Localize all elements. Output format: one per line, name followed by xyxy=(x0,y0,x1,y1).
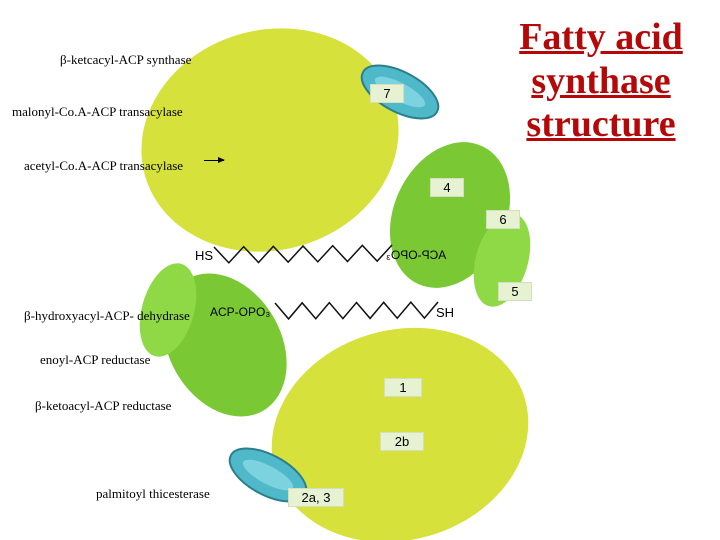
enzyme-label: malonyl-Co.A-ACP transacylase xyxy=(12,104,183,120)
diagram-canvas xyxy=(0,0,720,540)
enzyme-label: enoyl-ACP reductase xyxy=(40,352,150,368)
chain-label: SH xyxy=(436,305,454,320)
chain-label: ACP-OPO₃ xyxy=(386,248,446,262)
domain-number: 5 xyxy=(498,282,532,301)
enzyme-label: β-ketcacyl-ACP synthase xyxy=(60,52,191,68)
chain-label: HS xyxy=(195,248,213,263)
domain-number: 2b xyxy=(380,432,424,451)
enzyme-label: acetyl-Co.A-ACP transacylase xyxy=(24,158,183,174)
chain-label: ACP-OPO₃ xyxy=(210,305,270,319)
domain-big-top-left xyxy=(115,0,426,282)
enzyme-label: palmitoyl thicesterase xyxy=(96,486,210,502)
domain-number: 4 xyxy=(430,178,464,197)
domain-number: 2a, 3 xyxy=(288,488,344,507)
domain-number: 6 xyxy=(486,210,520,229)
acyl-chain xyxy=(275,302,438,319)
domain-number: 1 xyxy=(384,378,422,397)
domain-number: 7 xyxy=(370,84,404,103)
enzyme-label: β-ketoacyl-ACP reductase xyxy=(35,398,171,414)
pointer-arrow xyxy=(204,160,224,161)
enzyme-label: β-hydroxyacyl-ACP- dehydrase xyxy=(24,308,190,324)
